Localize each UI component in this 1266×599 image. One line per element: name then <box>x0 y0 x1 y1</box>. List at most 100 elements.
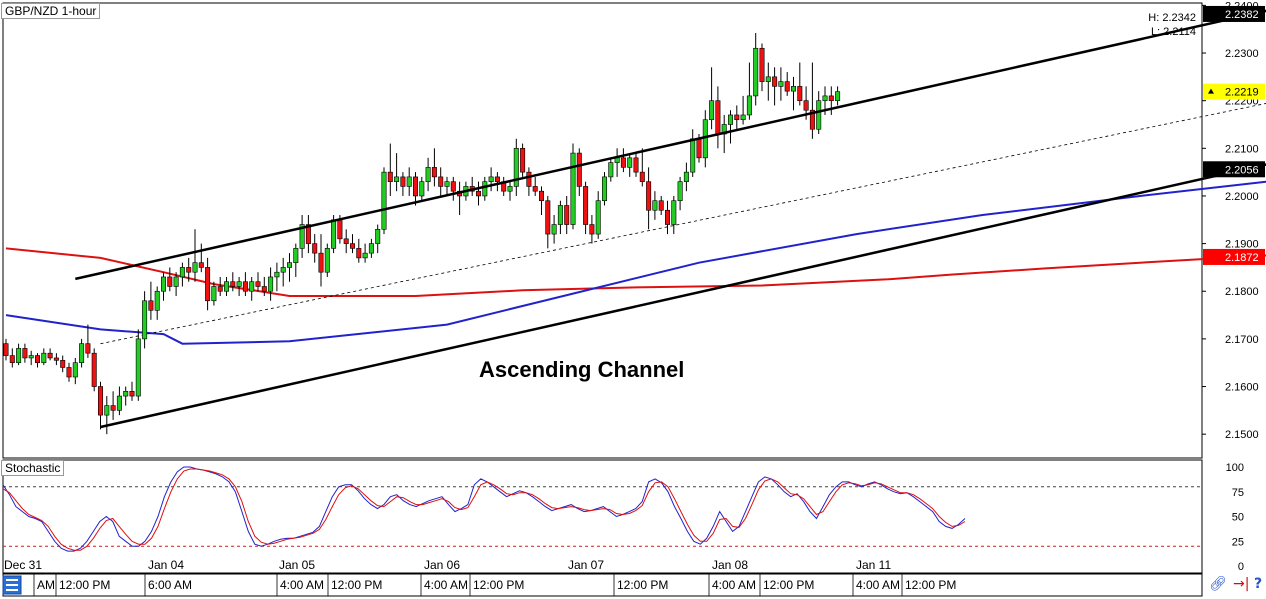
candle-body <box>412 176 418 197</box>
price-badge-label: 2.2219 <box>1225 87 1259 99</box>
candle-body <box>60 360 66 368</box>
time-axis-label: 4:00 AM <box>856 578 900 592</box>
candle-body <box>816 100 822 130</box>
candle-body <box>268 276 274 292</box>
price-tick-label: 2.1600 <box>1225 382 1259 394</box>
time-axis-label: Jan 05 <box>279 558 315 572</box>
candle-body <box>444 181 450 187</box>
candle-body <box>488 176 494 182</box>
candle-body <box>198 262 204 268</box>
candle-body <box>167 276 173 287</box>
candle-body <box>570 152 576 225</box>
candle-body <box>765 76 771 82</box>
channel-lower-line <box>100 163 1266 429</box>
candle-body <box>41 352 47 364</box>
candle-body <box>116 395 122 411</box>
candle-body <box>419 181 425 197</box>
symbol-list-icon-bar <box>6 589 18 591</box>
candle-body <box>34 355 40 364</box>
candle-body <box>601 176 607 202</box>
candle-body <box>324 248 330 273</box>
candle-body <box>727 114 733 125</box>
time-axis-label: Dec 31 <box>4 558 42 572</box>
candle-body <box>450 181 456 192</box>
return-arrow-icon[interactable]: →| <box>1233 576 1250 592</box>
symbol-list-icon-bar <box>6 584 18 586</box>
price-tick-label: 2.1800 <box>1225 286 1259 298</box>
candle-body <box>16 348 22 364</box>
candle-body <box>104 405 110 416</box>
time-axis-label: 4:00 AM <box>424 578 468 592</box>
price-tick-label: 2.2300 <box>1225 48 1259 60</box>
stoch-tick-label: 50 <box>1232 512 1244 524</box>
candle-body <box>299 224 305 249</box>
candle-body <box>381 171 387 230</box>
candle-body <box>79 343 85 364</box>
candle-body <box>305 224 311 244</box>
candle-body <box>72 362 78 378</box>
candle-body <box>784 81 790 92</box>
candle-body <box>110 405 116 411</box>
candle-body <box>753 47 759 97</box>
price-badge <box>1203 161 1265 178</box>
candle-body <box>683 171 689 182</box>
candle-body <box>186 267 192 273</box>
candle-body <box>608 162 614 178</box>
candle-body <box>230 281 236 287</box>
time-axis-label: Jan 04 <box>148 558 184 572</box>
time-axis-label: Jan 11 <box>856 558 891 572</box>
time-axis-label: 12:00 PM <box>59 578 110 592</box>
candle-body <box>425 167 431 182</box>
candle-body <box>66 367 72 378</box>
candle-body <box>557 205 563 225</box>
price-tick-label: 2.2000 <box>1225 191 1259 203</box>
candle-body <box>154 290 160 311</box>
candle-body <box>91 352 97 387</box>
candle-body <box>639 171 645 182</box>
candle-body <box>331 219 337 249</box>
candle-body <box>148 300 154 311</box>
candle-body <box>526 171 532 187</box>
candle-body <box>828 95 834 101</box>
candle-body <box>671 200 677 225</box>
candle-body <box>85 343 91 354</box>
indicator-label: Stochastic <box>1 460 65 476</box>
time-axis-label: AM <box>37 578 55 592</box>
candle-body <box>809 109 815 130</box>
candle-body <box>520 148 526 173</box>
fast-moving-average-line <box>5 180 1266 345</box>
candle-body <box>362 252 368 259</box>
candle-body <box>797 86 803 101</box>
candle-body <box>633 157 639 173</box>
price-badge-label: 2.2382 <box>1225 9 1259 21</box>
candle-body <box>545 200 551 235</box>
time-axis-label: 12:00 PM <box>617 578 668 592</box>
candle-body <box>759 47 765 82</box>
candle-body <box>129 390 135 397</box>
candle-body <box>337 219 343 240</box>
candle-body <box>690 138 696 173</box>
link-icon[interactable]: 🔗︎ <box>1209 576 1227 592</box>
candle-body <box>734 114 740 121</box>
time-axis-label: 6:00 AM <box>148 578 192 592</box>
candle-body <box>646 181 652 211</box>
candle-body <box>551 224 557 235</box>
price-badge <box>1203 5 1265 22</box>
candle-body <box>53 357 59 361</box>
candle-body <box>217 286 223 292</box>
time-axis-label: Jan 08 <box>712 558 748 572</box>
candle-body <box>394 176 400 182</box>
candle-body <box>28 355 34 359</box>
price-tick-label: 2.1900 <box>1225 239 1259 251</box>
candle-body <box>677 181 683 202</box>
time-axis-label: 12:00 PM <box>905 578 956 592</box>
candle-body <box>173 276 179 287</box>
candle-body <box>494 176 500 182</box>
channel-upper-line <box>75 9 1266 281</box>
stoch-tick-label: 75 <box>1232 487 1244 499</box>
price-badge-label: 2.2056 <box>1225 164 1259 176</box>
candle-body <box>583 186 589 225</box>
candle-body <box>368 243 374 254</box>
candle-body <box>400 176 406 187</box>
help-icon[interactable]: ? <box>1254 576 1263 592</box>
